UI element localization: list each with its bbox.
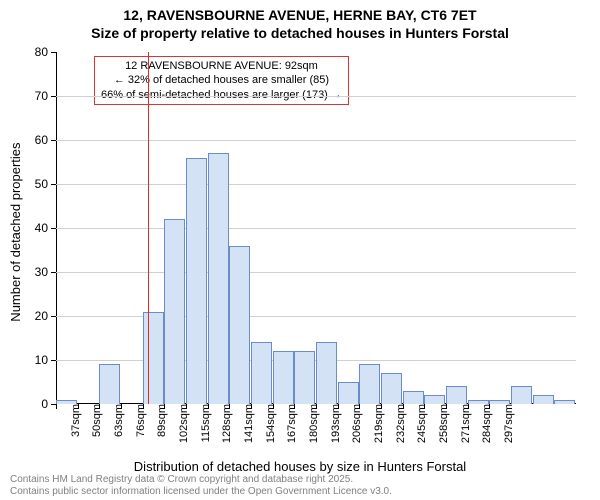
- annotation-box: 12 RAVENSBOURNE AVENUE: 92sqm ← 32% of d…: [94, 56, 349, 105]
- chart-container: 12, RAVENSBOURNE AVENUE, HERNE BAY, CT6 …: [0, 0, 600, 500]
- x-tick-mark: [381, 404, 382, 409]
- x-tick-mark: [424, 404, 425, 409]
- x-tick-label: 50sqm: [85, 404, 103, 437]
- x-tick-label: 76sqm: [129, 404, 147, 437]
- histogram-bar: [533, 395, 554, 404]
- x-tick-label: 206sqm: [345, 404, 363, 443]
- y-tick-mark: [51, 360, 56, 361]
- x-tick-mark: [143, 404, 144, 409]
- x-tick-mark: [229, 404, 230, 409]
- x-tick-mark: [78, 404, 79, 409]
- y-tick-mark: [51, 140, 56, 141]
- footer-line-1: Contains HM Land Registry data © Crown c…: [10, 474, 392, 486]
- histogram-bar: [511, 386, 532, 404]
- x-tick-mark: [403, 404, 404, 409]
- x-tick-label: 154sqm: [259, 404, 277, 443]
- x-tick-mark: [121, 404, 122, 409]
- histogram-bar: [359, 364, 380, 404]
- x-tick-label: 128sqm: [215, 404, 233, 443]
- x-tick-label: 141sqm: [237, 404, 255, 443]
- x-tick-mark: [338, 404, 339, 409]
- histogram-bar: [208, 153, 229, 404]
- y-axis-label: Number of detached properties: [8, 142, 23, 321]
- x-tick-label: 271sqm: [454, 404, 472, 443]
- x-tick-mark: [99, 404, 100, 409]
- x-tick-label: 89sqm: [150, 404, 168, 437]
- x-tick-mark: [316, 404, 317, 409]
- x-tick-mark: [446, 404, 447, 409]
- x-tick-label: 219sqm: [367, 404, 385, 443]
- footer-line-2: Contains public sector information licen…: [10, 486, 392, 498]
- grid-line: [56, 140, 576, 141]
- histogram-bar: [164, 219, 185, 404]
- annotation-line-3: 66% of semi-detached houses are larger (…: [101, 88, 342, 102]
- histogram-bar: [251, 342, 272, 404]
- x-tick-label: 63sqm: [107, 404, 125, 437]
- histogram-bar: [99, 364, 120, 404]
- histogram-bar: [294, 351, 315, 404]
- x-tick-label: 245sqm: [410, 404, 428, 443]
- y-tick-mark: [51, 96, 56, 97]
- histogram-bar: [229, 246, 250, 404]
- x-tick-mark: [468, 404, 469, 409]
- title-line-1: 12, RAVENSBOURNE AVENUE, HERNE BAY, CT6 …: [0, 6, 600, 24]
- x-tick-mark: [294, 404, 295, 409]
- grid-line: [56, 96, 576, 97]
- histogram-bar: [554, 400, 575, 404]
- x-tick-mark: [164, 404, 165, 409]
- x-tick-label: 297sqm: [497, 404, 515, 443]
- x-tick-label: 102sqm: [172, 404, 190, 443]
- grid-line: [56, 272, 576, 273]
- chart-title: 12, RAVENSBOURNE AVENUE, HERNE BAY, CT6 …: [0, 0, 600, 42]
- x-tick-label: 232sqm: [389, 404, 407, 443]
- histogram-bar: [381, 373, 402, 404]
- title-line-2: Size of property relative to detached ho…: [0, 24, 600, 42]
- y-tick-mark: [51, 228, 56, 229]
- x-tick-mark: [208, 404, 209, 409]
- histogram-bar: [186, 158, 207, 404]
- x-tick-label: 193sqm: [324, 404, 342, 443]
- x-tick-label: 180sqm: [302, 404, 320, 443]
- y-tick-mark: [51, 52, 56, 53]
- x-tick-mark: [359, 404, 360, 409]
- histogram-bar: [143, 312, 164, 404]
- grid-line: [56, 228, 576, 229]
- footer-attribution: Contains HM Land Registry data © Crown c…: [10, 474, 392, 498]
- x-tick-mark: [186, 404, 187, 409]
- histogram-bar: [316, 342, 337, 404]
- x-tick-label: 258sqm: [432, 404, 450, 443]
- annotation-line-1: 12 RAVENSBOURNE AVENUE: 92sqm: [101, 59, 342, 73]
- x-tick-label: 167sqm: [280, 404, 298, 443]
- histogram-bar: [273, 351, 294, 404]
- y-tick-mark: [51, 316, 56, 317]
- x-tick-mark: [56, 404, 57, 409]
- x-tick-mark: [489, 404, 490, 409]
- annotation-line-2: ← 32% of detached houses are smaller (85…: [101, 73, 342, 87]
- x-tick-label: 115sqm: [194, 404, 212, 442]
- x-axis-label: Distribution of detached houses by size …: [0, 459, 600, 474]
- x-tick-mark: [251, 404, 252, 409]
- x-tick-mark: [273, 404, 274, 409]
- grid-line: [56, 316, 576, 317]
- y-tick-mark: [51, 184, 56, 185]
- histogram-bar: [338, 382, 359, 404]
- histogram-bar: [403, 391, 424, 404]
- x-tick-label: 284sqm: [475, 404, 493, 443]
- y-tick-mark: [51, 272, 56, 273]
- plot-area: 12 RAVENSBOURNE AVENUE: 92sqm ← 32% of d…: [56, 52, 576, 404]
- grid-line: [56, 184, 576, 185]
- x-tick-label: 37sqm: [64, 404, 82, 437]
- histogram-bar: [424, 395, 445, 404]
- reference-line: [148, 52, 149, 404]
- histogram-bar: [446, 386, 467, 404]
